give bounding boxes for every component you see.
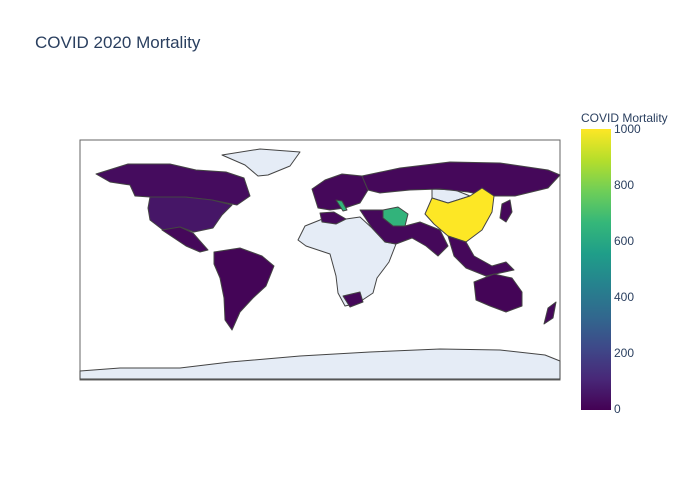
region-europe[interactable] bbox=[311, 173, 369, 211]
colorbar-tick-400: 400 bbox=[614, 290, 635, 304]
region-mexico-central-america[interactable] bbox=[161, 226, 209, 253]
region-new-zealand[interactable] bbox=[543, 301, 557, 325]
colorbar-tick-200: 200 bbox=[614, 346, 635, 360]
colorbar-tick-800: 800 bbox=[614, 178, 635, 192]
region-italy[interactable] bbox=[335, 199, 348, 212]
region-africa[interactable] bbox=[297, 215, 397, 307]
region-china[interactable] bbox=[424, 187, 495, 243]
region-south-america[interactable] bbox=[213, 247, 275, 331]
colorbar-gradient bbox=[581, 129, 611, 410]
region-japan[interactable] bbox=[499, 199, 513, 223]
region-greenland[interactable] bbox=[221, 148, 301, 177]
region-middle-east-south-asia[interactable] bbox=[359, 209, 449, 257]
colorbar-tick-0: 0 bbox=[614, 402, 621, 416]
region-egypt-north-africa[interactable] bbox=[319, 211, 347, 225]
colorbar-title: COVID Mortality bbox=[581, 111, 668, 125]
region-southeast-asia[interactable] bbox=[447, 235, 515, 277]
region-united-states[interactable] bbox=[147, 196, 233, 233]
region-south-africa[interactable] bbox=[342, 291, 364, 308]
region-canada[interactable] bbox=[95, 163, 251, 206]
colorbar-tick-1000: 1000 bbox=[614, 122, 641, 136]
region-antarctica[interactable] bbox=[79, 348, 561, 380]
region-australia[interactable] bbox=[473, 273, 523, 313]
region-russia[interactable] bbox=[361, 161, 561, 197]
map-title: COVID 2020 Mortality bbox=[35, 33, 201, 52]
colorbar-tick-600: 600 bbox=[614, 234, 635, 248]
